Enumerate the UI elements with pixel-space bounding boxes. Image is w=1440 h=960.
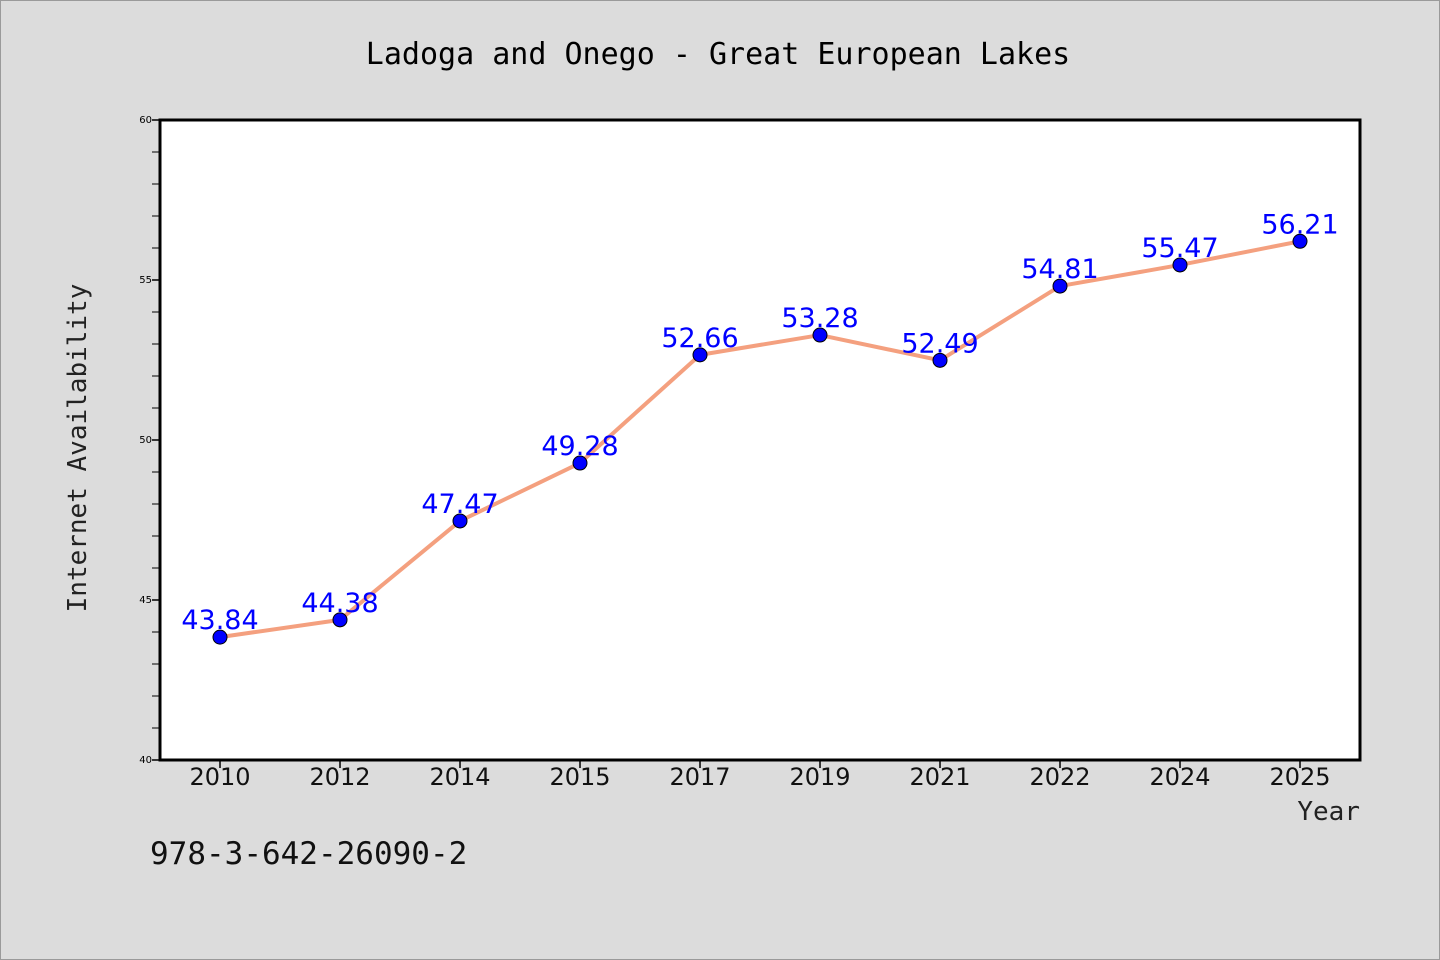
x-tick-label: 2025 [1269, 763, 1330, 791]
data-point [332, 612, 348, 628]
data-point [812, 327, 828, 343]
data-label: 52.66 [661, 323, 738, 354]
x-tick-label: 2015 [549, 763, 610, 791]
data-label: 55.47 [1141, 233, 1218, 264]
chart-title: Ladoga and Onego - Great European Lakes [366, 37, 1070, 72]
data-label: 44.38 [301, 588, 378, 619]
plot-area [158, 118, 1362, 762]
isbn-footer: 978-3-642-26090-2 [150, 836, 467, 872]
data-point [572, 455, 588, 471]
series-line-group [212, 233, 1308, 645]
data-point [452, 513, 468, 529]
x-tick-label: 2017 [669, 763, 730, 791]
data-label: 54.81 [1021, 254, 1098, 285]
x-tick-label: 2021 [909, 763, 970, 791]
y-axis: 40 45 50 55 60 [139, 115, 160, 766]
data-point [1292, 233, 1308, 249]
data-point [692, 347, 708, 363]
data-labels: 43.84 44.38 47.47 49.28 52.66 53.28 52.49 54.81… [181, 209, 1338, 636]
x-tick-label: 2010 [189, 763, 250, 791]
y-tick-label: 60 [139, 115, 152, 126]
data-label: 52.49 [901, 328, 978, 359]
x-axis: 2010 2012 2014 2015 2017 2019 2021 2022 2024 2025 [189, 760, 1331, 791]
y-tick-label: 50 [139, 435, 152, 446]
data-label: 53.28 [781, 303, 858, 334]
x-tick-label: 2014 [429, 763, 490, 791]
y-tick-label: 40 [139, 755, 152, 766]
y-axis-title: Internet Availability [63, 284, 93, 613]
x-tick-label: 2022 [1029, 763, 1090, 791]
y-tick-label: 45 [139, 595, 152, 606]
data-label: 49.28 [541, 431, 618, 462]
x-axis-title: Year [1297, 797, 1360, 827]
data-point [932, 352, 948, 368]
data-point [212, 629, 228, 645]
data-point [1172, 257, 1188, 273]
y-tick-label: 55 [139, 275, 152, 286]
x-tick-label: 2012 [309, 763, 370, 791]
x-tick-label: 2019 [789, 763, 850, 791]
data-label: 47.47 [421, 489, 498, 520]
x-tick-label: 2024 [1149, 763, 1210, 791]
data-label: 43.84 [181, 605, 258, 636]
series-line [218, 239, 1302, 640]
data-point [1052, 278, 1068, 294]
data-label: 56.21 [1261, 209, 1338, 240]
